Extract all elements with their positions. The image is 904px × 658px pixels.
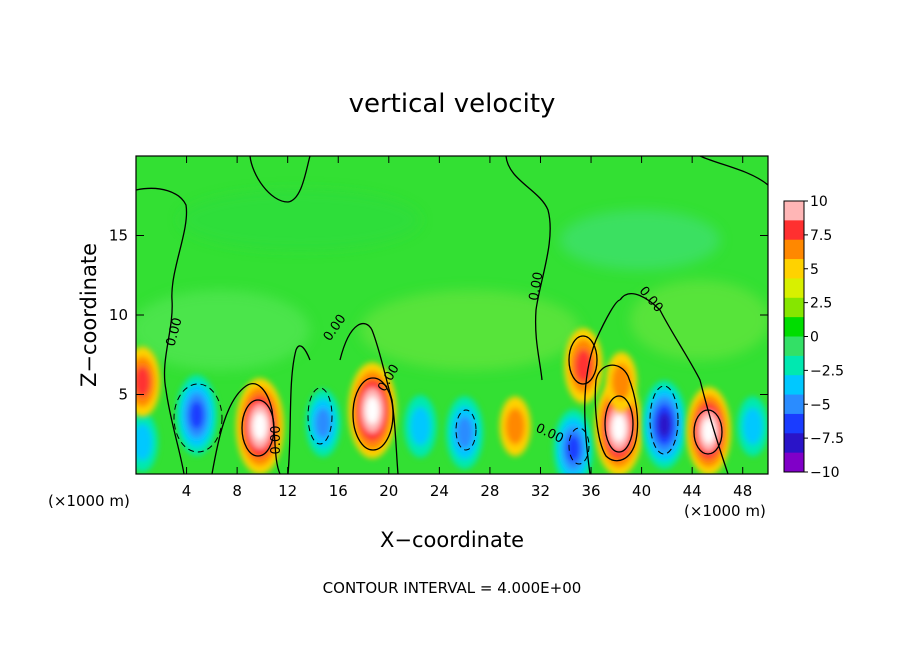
contour-interval-note: CONTOUR INTERVAL = 4.000E+00 <box>323 579 582 597</box>
colorbar-swatch <box>784 452 804 473</box>
contour-label-1: 0.00 <box>164 316 186 348</box>
velocity-cell-12 <box>642 380 687 469</box>
contour-zero-5 <box>619 293 729 474</box>
features-layer <box>136 328 768 474</box>
colorbar-swatch <box>784 239 804 260</box>
colorbar-label: 2.5 <box>810 296 832 312</box>
contour-pos-5 <box>568 335 598 385</box>
colorbar-swatch <box>784 220 804 241</box>
contour-lines <box>136 156 768 474</box>
contour-neg-3 <box>649 385 679 455</box>
colorbar-swatch <box>784 394 804 415</box>
colorbar-swatch <box>784 259 804 279</box>
x-tick-label: 48 <box>733 482 752 500</box>
colorbar-label: −7.5 <box>810 431 844 447</box>
contour-neg-4 <box>568 427 590 465</box>
x-tick-label: 8 <box>232 482 242 500</box>
x-axis-label: X−coordinate <box>380 528 524 552</box>
colorbar: 10 7.5 5 2.5 0 −2.5 −5 −7.5 −10 <box>783 194 844 481</box>
y-tick-label: 5 <box>118 386 128 404</box>
x-tick-label: 36 <box>581 482 600 500</box>
contour-pos-6 <box>594 364 639 462</box>
contour-neg-5 <box>455 409 477 451</box>
x-tick-label: 28 <box>480 482 499 500</box>
x-unit-left: (×1000 m) <box>48 492 130 510</box>
colorbar-label: 7.5 <box>810 228 832 244</box>
velocity-cell-13 <box>686 386 731 474</box>
chart-title: vertical velocity <box>349 89 556 119</box>
velocity-cell-5 <box>404 395 437 458</box>
contour-neg-lines <box>173 383 679 465</box>
contour-zero-6 <box>584 299 621 474</box>
contour-zero-9 <box>287 345 311 474</box>
colorbar-swatch <box>784 413 804 434</box>
velocity-cell-14 <box>737 396 768 457</box>
velocity-cell-6 <box>446 396 484 469</box>
x-axis-ticks: 4 8 12 16 20 24 28 32 36 40 44 48 <box>182 156 752 500</box>
velocity-cell-8 <box>553 409 594 474</box>
contour-zero-2 <box>249 156 311 203</box>
contour-label-5: 0.00 <box>527 271 547 302</box>
y-axis-label: Z−coordinate <box>77 243 101 387</box>
colorbar-swatch <box>784 201 804 221</box>
x-tick-label: 4 <box>182 482 192 500</box>
y-tick-label: 15 <box>109 227 128 245</box>
colorbar-label: −2.5 <box>810 363 844 379</box>
velocity-cell-4 <box>348 362 397 459</box>
colorbar-label: −5 <box>810 397 831 413</box>
contour-zero-8 <box>211 383 281 474</box>
colorbar-swatch <box>784 433 804 454</box>
contour-pos-3 <box>604 395 634 453</box>
contour-neg-1 <box>173 383 223 453</box>
x-tick-label: 32 <box>531 482 550 500</box>
colorbar-swatch <box>784 317 804 337</box>
velocity-cell-15 <box>136 412 158 472</box>
colorbar-swatch <box>784 278 804 299</box>
colorbar-label: 0 <box>810 330 819 346</box>
colorbar-swatch <box>784 336 804 357</box>
x-unit-right: (×1000 m) <box>684 502 766 520</box>
contour-zero-4 <box>699 156 768 186</box>
x-tick-label: 16 <box>329 482 348 500</box>
contour-zero-3 <box>505 156 551 381</box>
colorbar-swatch <box>784 355 804 376</box>
colorbar-swatch <box>784 375 804 396</box>
y-axis-ticks: 5 10 15 <box>109 227 768 404</box>
x-tick-label: 44 <box>683 482 702 500</box>
velocity-cell-7 <box>499 396 531 457</box>
contour-neg-2 <box>307 387 333 445</box>
x-tick-label: 20 <box>379 482 398 500</box>
velocity-cell-3 <box>305 389 341 457</box>
contour-pos-2 <box>352 377 394 451</box>
colorbar-label: 10 <box>810 194 828 210</box>
x-tick-label: 40 <box>632 482 651 500</box>
contour-zero-1 <box>136 187 188 474</box>
plot-fields <box>136 190 768 474</box>
colorbar-label: −10 <box>810 465 840 481</box>
contour-zero-7 <box>339 322 399 474</box>
contour-label-4: 0.00 <box>269 426 284 455</box>
background-field <box>136 190 768 370</box>
plot-area: 0.00 0.000.000.000.00 0.000.00 4 8 12 16 20 24 2… <box>109 155 769 500</box>
x-tick-label: 24 <box>430 482 449 500</box>
contour-pos-1 <box>241 399 275 457</box>
colorbar-label: 5 <box>810 262 819 278</box>
contour-pos-4 <box>693 409 723 455</box>
colorbar-swatch <box>784 297 804 318</box>
y-tick-label: 10 <box>109 306 128 324</box>
x-tick-label: 12 <box>278 482 297 500</box>
velocity-cell-1 <box>176 374 218 456</box>
velocity-cell-16 <box>136 346 161 417</box>
